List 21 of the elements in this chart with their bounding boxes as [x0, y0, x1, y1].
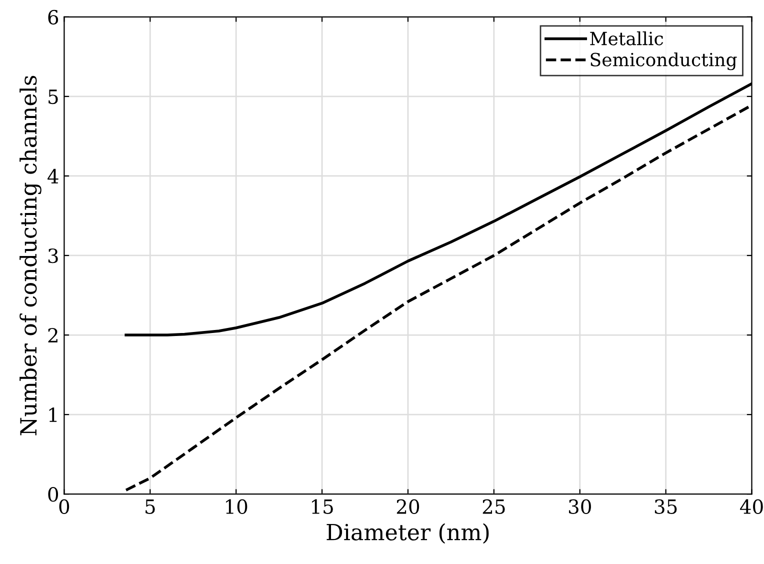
- y-tick-label: 0: [48, 487, 58, 502]
- legend-label: Semiconducting: [590, 52, 737, 70]
- y-tick-label: 4: [48, 168, 58, 184]
- x-tick-label: 35: [654, 499, 677, 514]
- y-tick-label: 3: [48, 248, 58, 264]
- x-tick-label: 10: [226, 499, 248, 514]
- x-tick-label: 5: [146, 500, 155, 514]
- x-tick-label: 15: [312, 499, 333, 514]
- x-axis-title: Diameter (nm): [326, 523, 489, 544]
- x-tick-label: 25: [482, 499, 505, 514]
- y-tick-label: 1: [49, 407, 57, 422]
- y-axis-title: Number of conducting channels: [20, 76, 42, 436]
- line-series: [124, 104, 752, 492]
- x-tick-label: 40: [740, 499, 763, 514]
- y-tick-label: 6: [48, 10, 58, 25]
- x-tick-label: 30: [568, 499, 591, 514]
- x-tick-label: 0: [59, 499, 70, 514]
- y-tick-label: 5: [48, 90, 58, 104]
- legend-label: Metallic: [590, 31, 664, 46]
- y-tick-label: 2: [48, 328, 58, 342]
- x-tick-label: 20: [396, 499, 420, 514]
